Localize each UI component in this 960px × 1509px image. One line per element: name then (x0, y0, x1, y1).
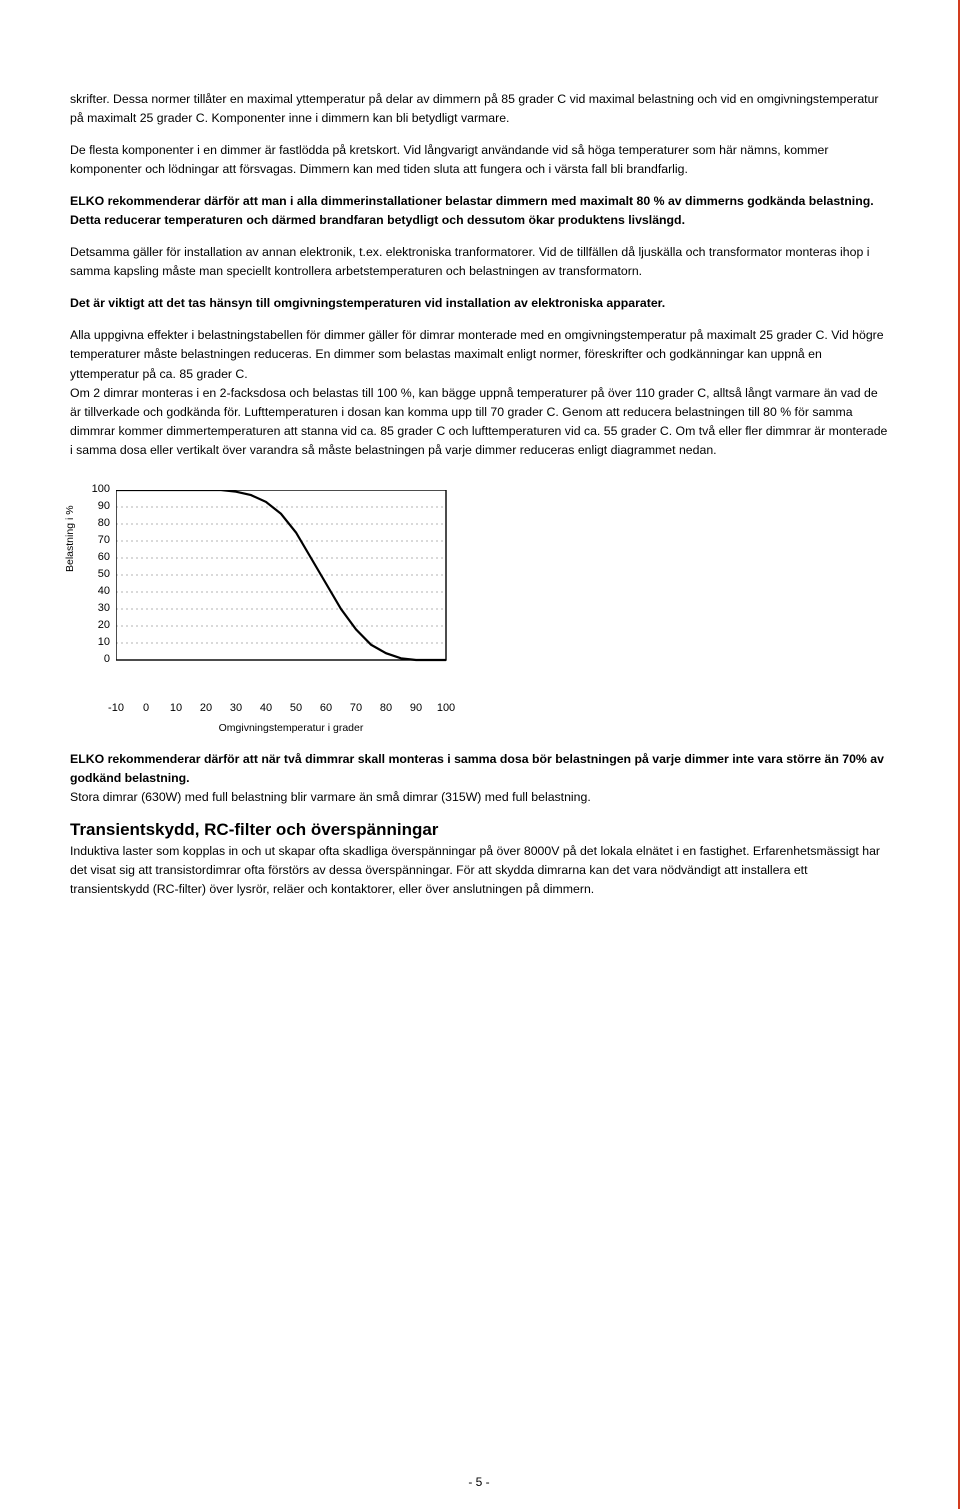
page-number: - 5 - (0, 1475, 958, 1489)
chart-x-tick: 50 (290, 702, 302, 714)
paragraph: Detsamma gäller för installation av anna… (70, 243, 888, 281)
chart-x-tick: 100 (437, 702, 455, 714)
paragraph: skrifter. Dessa normer tillåter en maxim… (70, 90, 888, 128)
chart-y-tick: 0 (84, 654, 110, 665)
chart-y-tick: 70 (84, 535, 110, 546)
chart-y-tick: 50 (84, 569, 110, 580)
paragraph: Alla uppgivna effekter i belastningstabe… (70, 326, 888, 383)
chart-x-tick: 70 (350, 702, 362, 714)
chart-x-tick: 80 (380, 702, 392, 714)
chart-plot-area (116, 490, 448, 662)
chart-x-tick: 60 (320, 702, 332, 714)
chart-x-tick: 20 (200, 702, 212, 714)
chart-y-axis-label: Belastning i % (64, 505, 76, 572)
section-heading-transient: Transientskydd, RC-filter och överspänni… (70, 820, 888, 840)
paragraph: De flesta komponenter i en dimmer är fas… (70, 141, 888, 179)
chart-y-tick: 10 (84, 637, 110, 648)
chart-y-tick: 40 (84, 586, 110, 597)
chart-y-tick: 90 (84, 501, 110, 512)
chart-x-axis-label: Omgivningstemperatur i grader (126, 722, 456, 734)
paragraph: Induktiva laster som kopplas in och ut s… (70, 842, 888, 899)
chart-x-tick: 10 (170, 702, 182, 714)
chart-x-tick: 40 (260, 702, 272, 714)
chart-x-tick: -10 (108, 702, 124, 714)
chart-y-tick: 20 (84, 620, 110, 631)
document-page: skrifter. Dessa normer tillåter en maxim… (0, 0, 960, 1509)
chart-y-tick: 100 (84, 484, 110, 495)
chart-y-tick: 30 (84, 603, 110, 614)
paragraph: Om 2 dimrar monteras i en 2-facksdosa oc… (70, 384, 888, 460)
derating-chart: Belastning i % Omgivningstemperatur i gr… (70, 482, 888, 732)
paragraph-bold: ELKO rekommenderar därför att man i alla… (70, 192, 888, 230)
paragraph-bold: Det är viktigt att det tas hänsyn till o… (70, 294, 888, 313)
chart-y-tick: 80 (84, 518, 110, 529)
chart-y-tick: 60 (84, 552, 110, 563)
chart-x-tick: 90 (410, 702, 422, 714)
paragraph-bold: ELKO rekommenderar därför att när två di… (70, 750, 888, 788)
chart-x-tick: 30 (230, 702, 242, 714)
chart-x-tick: 0 (143, 702, 149, 714)
paragraph: Stora dimrar (630W) med full belastning … (70, 788, 888, 807)
